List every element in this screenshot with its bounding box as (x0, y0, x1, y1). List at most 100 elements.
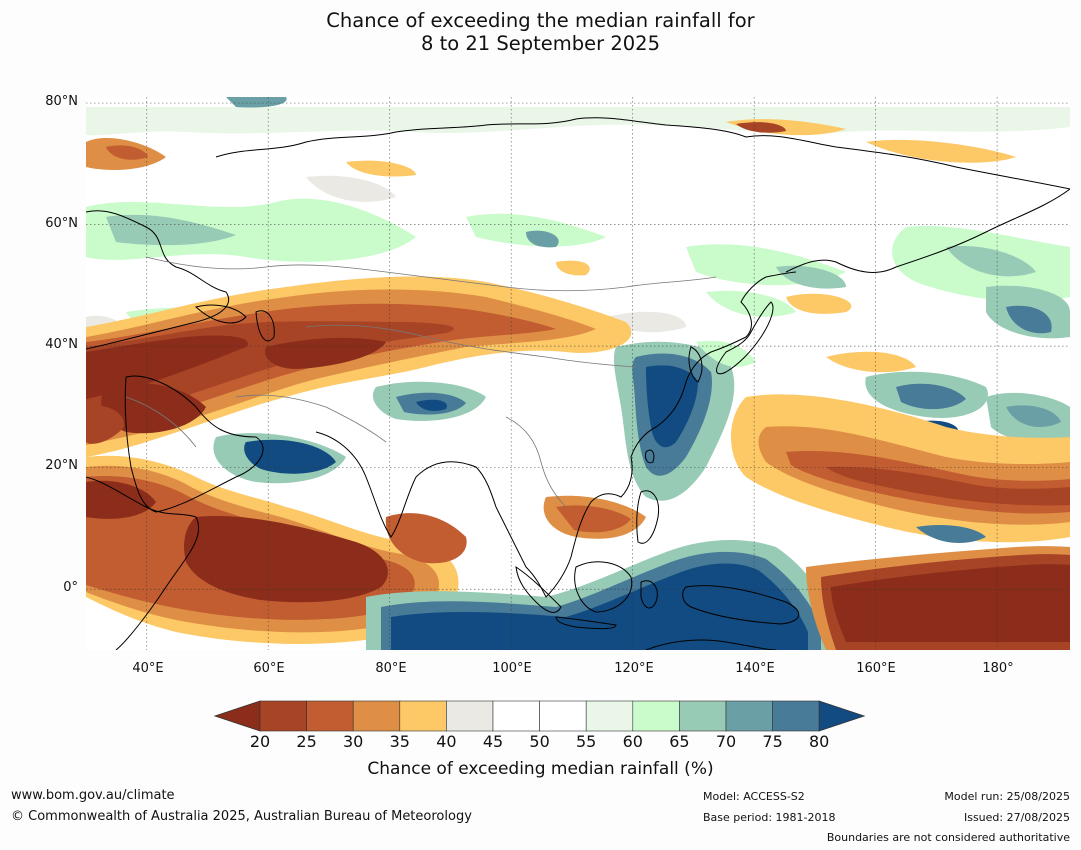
field-region (946, 246, 1036, 277)
coastline-borneo (574, 561, 633, 613)
field-region (306, 175, 396, 202)
coastline-arctic (215, 117, 1070, 190)
field-region (776, 265, 846, 289)
colorbar-tick-label: 75 (762, 732, 783, 751)
coastline-russia-east (785, 188, 1070, 273)
colorbar (214, 700, 866, 732)
colorbar-segment (446, 700, 494, 732)
lat-label-40n: 40°N (45, 337, 78, 352)
colorbar-tick-label: 70 (715, 732, 737, 751)
coastline-china (655, 271, 797, 428)
colorbar-low-extend (214, 700, 261, 732)
coastline-africa-horn (86, 476, 200, 650)
coastline-japan (716, 301, 774, 375)
model-run-date: Model run: 25/08/2025 (944, 790, 1070, 803)
lat-label-80n: 80°N (45, 94, 78, 109)
title-line-2: 8 to 21 September 2025 (421, 32, 660, 55)
copyright-notice: © Commonwealth of Australia 2025, Austra… (11, 809, 472, 824)
field-region (106, 214, 236, 246)
field-region (1006, 305, 1052, 334)
field-region (226, 97, 287, 108)
gridlines (86, 97, 1070, 650)
field-region (866, 139, 1016, 163)
field-region (466, 213, 606, 247)
coastline-sulawesi (640, 580, 658, 609)
colorbar-segment (632, 700, 680, 732)
issued-date: Issued: 27/08/2025 (963, 811, 1070, 824)
colorbar-tick-label: 55 (576, 732, 597, 751)
field-region (826, 466, 1070, 506)
coastline-arabia (124, 375, 264, 513)
colorbar-label: Chance of exceeding median rainfall (%) (367, 759, 714, 779)
colorbar-segment (772, 700, 820, 732)
colorbar-tick-label: 35 (389, 732, 410, 751)
map-title: Chance of exceeding the median rainfall … (0, 9, 1081, 55)
field-region (556, 505, 631, 533)
field-region (1006, 405, 1061, 427)
coastline-black-caspian (194, 304, 275, 342)
field-region (106, 145, 148, 160)
colorbar-segment (725, 700, 773, 732)
field-region (391, 563, 808, 650)
field-region (916, 525, 986, 543)
field-region (86, 198, 416, 262)
field-region (265, 337, 386, 369)
coastline-europe (86, 210, 229, 350)
coastline-australia-north (645, 639, 777, 650)
lon-label-80e: 80°E (375, 661, 407, 676)
field-region (706, 290, 796, 317)
coastline-sumatra (515, 565, 562, 613)
colorbar-segment (399, 700, 447, 732)
colorbar-tick-label: 80 (809, 732, 830, 751)
lon-label-100e: 100°E (492, 661, 532, 676)
lon-label-40e: 40°E (132, 661, 164, 676)
field-region (385, 513, 467, 564)
title-line-1: Chance of exceeding the median rainfall … (326, 9, 755, 32)
lon-label-120e: 120°E (614, 661, 654, 676)
coastline-philippines (636, 490, 660, 544)
field-region (86, 480, 156, 519)
colorbar-tick-label: 20 (249, 732, 271, 751)
field-region (831, 564, 1070, 642)
lat-label-20n: 20°N (45, 458, 78, 473)
colorbar-segment (679, 700, 727, 732)
coastlines (86, 117, 1070, 650)
colorbar-segment (539, 700, 587, 732)
field-region (184, 516, 388, 603)
bom-url[interactable]: www.bom.gov.au/climate (11, 788, 175, 803)
coastline-korea (688, 346, 703, 383)
field-region (736, 122, 786, 133)
colorbar-tick-label: 40 (436, 732, 457, 751)
colorbar-tick-label: 50 (529, 732, 550, 751)
field-region (896, 383, 966, 410)
lat-label-0: 0° (63, 580, 78, 595)
boundaries-disclaimer: Boundaries are not considered authoritat… (826, 831, 1070, 844)
colorbar-tick-label: 25 (296, 732, 317, 751)
lon-label-180: 180° (982, 661, 1014, 676)
field-region (556, 260, 590, 276)
colorbar-segment (306, 700, 354, 732)
field-region (101, 383, 206, 434)
rainfall-field (86, 97, 1070, 650)
colorbar-high-extend (818, 700, 866, 732)
country-borders (125, 256, 717, 508)
colorbar-tick-label: 65 (669, 732, 690, 751)
lon-label-60e: 60°E (253, 661, 285, 676)
colorbar-segment (259, 700, 307, 732)
colorbar-segment (492, 700, 540, 732)
colorbar-tick-label: 30 (343, 732, 364, 751)
field-region (86, 405, 125, 444)
colorbar-segment (585, 700, 634, 732)
colorbar-segment (352, 700, 401, 732)
rainfall-map (86, 97, 1070, 650)
colorbar-tick-label: 60 (622, 732, 643, 751)
field-region (346, 160, 416, 177)
model-name: Model: ACCESS-S2 (703, 790, 805, 803)
field-region (416, 399, 447, 411)
base-period: Base period: 1981-2018 (703, 811, 836, 824)
colorbar-tick-label: 45 (482, 732, 504, 751)
coastline-java (555, 616, 617, 630)
lat-label-60n: 60°N (45, 216, 78, 231)
lon-label-160e: 160°E (856, 661, 896, 676)
coastline-india (315, 431, 497, 538)
